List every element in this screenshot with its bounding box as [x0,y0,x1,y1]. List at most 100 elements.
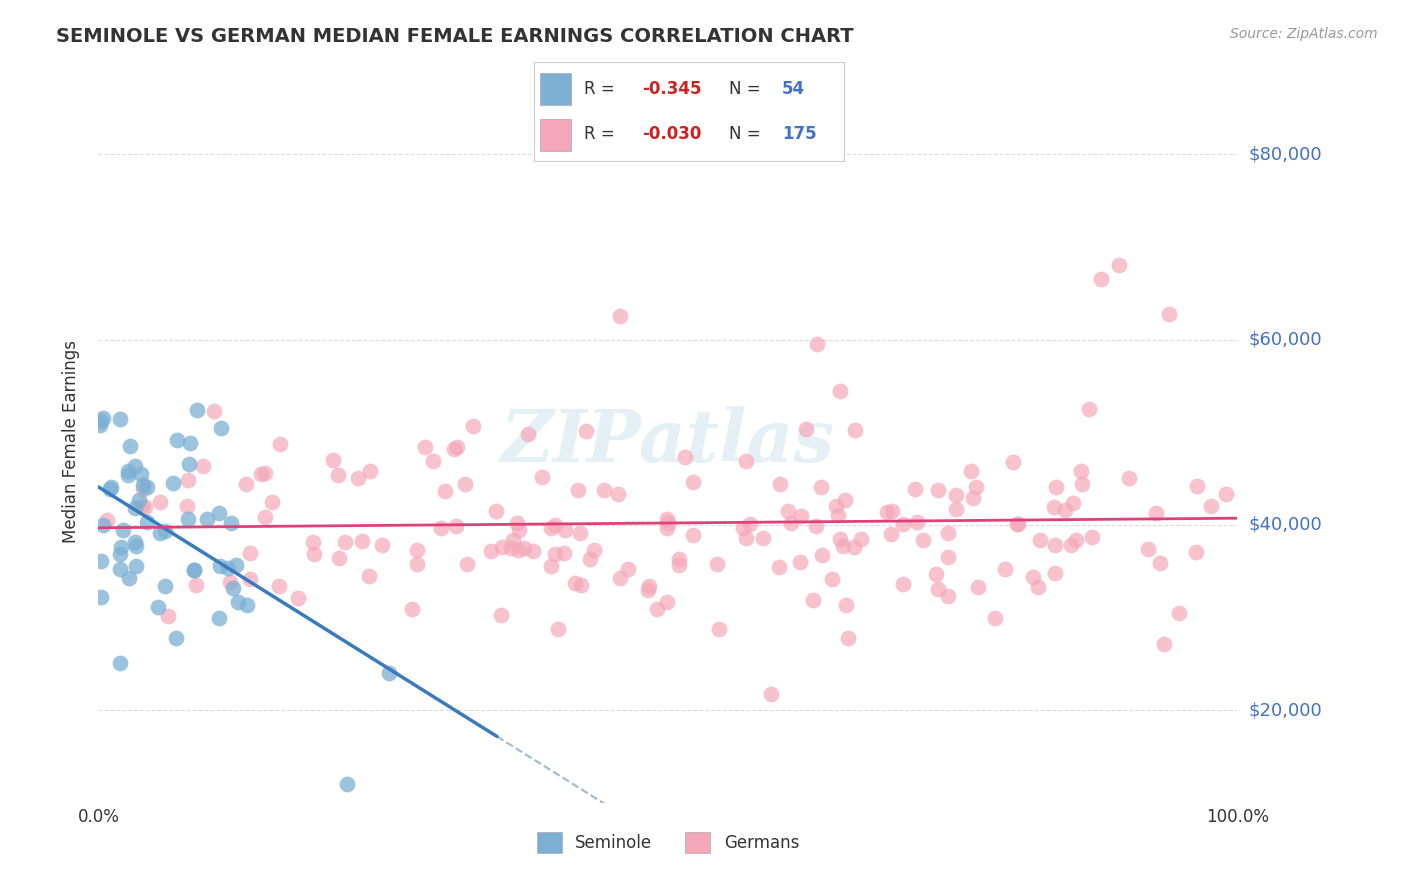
Point [880,526,903,541]
Point [165,631,187,645]
Point [359,464,381,478]
Point [540,559,562,574]
Point [1064,533,1087,547]
Point [655,521,678,535]
Point [1045,538,1067,552]
Point [1215,487,1237,501]
Point [177,512,200,526]
Point [806,337,828,351]
Point [1153,637,1175,651]
Point [804,518,827,533]
Point [759,687,782,701]
Point [89,418,111,433]
Point [606,486,628,500]
Text: Source: ZipAtlas.com: Source: ZipAtlas.com [1230,27,1378,41]
Point [149,495,172,509]
Point [328,551,350,566]
Point [962,491,984,506]
Point [328,467,350,482]
Point [239,572,262,586]
Point [186,403,208,417]
Point [249,467,271,482]
Point [936,550,959,565]
Point [155,579,177,593]
Point [1045,480,1067,494]
Point [911,533,934,547]
Point [508,543,530,558]
Point [645,602,668,616]
Point [429,520,451,534]
Point [575,424,598,438]
Point [945,502,967,516]
Point [568,525,591,540]
Point [347,471,370,485]
Point [333,534,356,549]
Point [129,467,152,481]
Point [731,521,754,535]
Point [235,598,257,612]
Point [166,433,188,447]
Text: $80,000: $80,000 [1249,145,1322,163]
Point [217,561,239,575]
Point [891,577,914,591]
Point [254,466,277,480]
Point [186,577,208,591]
Point [778,504,800,518]
Point [195,512,218,526]
Point [794,422,817,436]
Point [108,412,131,426]
Point [177,457,200,471]
Point [768,560,790,574]
Point [657,516,679,530]
Point [433,483,456,498]
Point [110,547,132,561]
Point [267,579,290,593]
Point [682,528,704,542]
Point [564,575,586,590]
Point [110,657,132,671]
Point [302,534,325,549]
Point [837,631,859,645]
Point [927,483,949,497]
Text: R =: R = [583,80,620,98]
Point [905,515,928,529]
Point [780,516,803,530]
Point [842,540,865,554]
Point [100,480,122,494]
Point [228,594,250,608]
Point [463,418,485,433]
Point [98,482,121,496]
Point [768,477,790,491]
Point [183,563,205,577]
Point [1149,556,1171,570]
Point [501,541,523,556]
Point [752,531,775,545]
Point [655,595,678,609]
Point [1022,569,1045,583]
Point [221,516,243,530]
Point [352,534,374,549]
Point [125,558,148,573]
Point [91,411,114,425]
Point [505,516,527,531]
Point [179,435,201,450]
Point [1042,500,1064,515]
Point [135,480,157,494]
Text: $20,000: $20,000 [1249,701,1322,719]
Point [132,478,155,492]
Point [91,518,114,533]
Point [1007,517,1029,532]
Text: -0.345: -0.345 [643,80,702,98]
Point [1043,566,1066,580]
Point [517,426,540,441]
Point [547,622,569,636]
Point [1118,471,1140,485]
Point [117,468,139,483]
Point [609,309,631,323]
Point [208,506,231,520]
Point [835,598,858,612]
Point [1159,307,1181,321]
Point [128,492,150,507]
Point [530,470,553,484]
Point [1199,500,1222,514]
